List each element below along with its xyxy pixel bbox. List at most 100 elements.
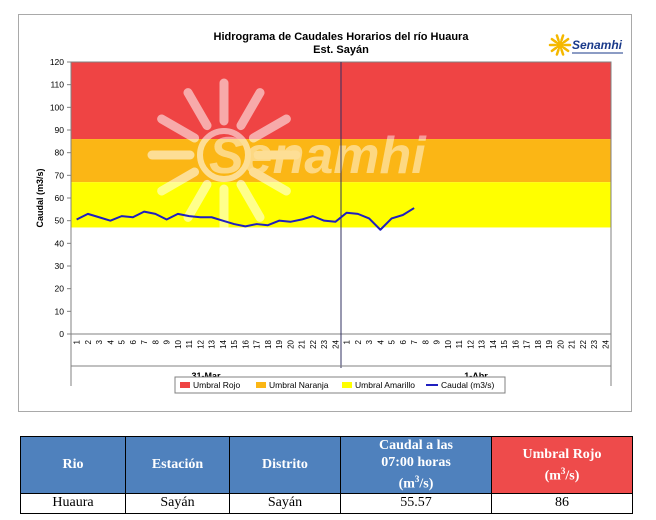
legend-swatch-umbral-rojo (180, 382, 190, 388)
logo-text: Senamhi (572, 38, 623, 52)
logo-sun-ray (560, 48, 565, 56)
cell-rio: Huaura (20, 492, 126, 514)
x-tick-label: 2 (84, 339, 93, 344)
header-estacion: Estación (125, 436, 230, 494)
day-label: 31-Mar (191, 371, 221, 381)
x-tick-label: 15 (500, 339, 509, 348)
x-tick-label: 24 (331, 339, 340, 348)
x-tick-label: 8 (421, 339, 430, 344)
legend-label-umbral-rojo: Umbral Rojo (193, 380, 241, 390)
logo-sun-core (556, 41, 564, 49)
x-tick-label: 22 (309, 339, 318, 348)
watermark-ray (183, 88, 212, 131)
header-umbral-line1: Umbral Rojo (522, 446, 602, 462)
cell-estacion: Sayán (125, 492, 230, 514)
hydrograph-chart: Senamhi0102030405060708090100110120Cauda… (35, 31, 623, 394)
table-row: Huaura Sayán Sayán 55.57 86 (20, 492, 633, 514)
x-tick-label: 5 (118, 339, 127, 344)
watermark-ray (236, 88, 265, 131)
y-tick-label: 10 (55, 306, 65, 316)
legend-label-umbral-amarillo: Umbral Amarillo (355, 380, 415, 390)
watermark-ray (157, 114, 200, 143)
header-distrito: Distrito (229, 436, 341, 494)
x-tick-label: 12 (196, 339, 205, 348)
watermark-sun (197, 128, 251, 182)
x-tick-label: 11 (185, 339, 194, 348)
x-tick-label: 3 (365, 339, 374, 344)
watermark-text: Senamhi (209, 127, 427, 185)
x-tick-label: 18 (534, 339, 543, 348)
y-tick-label: 120 (50, 57, 64, 67)
logo-sun-ray (560, 34, 565, 42)
day-label: 1-Abr (464, 371, 488, 381)
x-tick-label: 10 (444, 339, 453, 348)
x-tick-label: 4 (376, 339, 385, 344)
legend-swatch-umbral-amarillo (342, 382, 352, 388)
y-tick-label: 0 (59, 329, 64, 339)
x-tick-label: 22 (579, 339, 588, 348)
watermark-ray (157, 167, 200, 196)
x-tick-label: 3 (95, 339, 104, 344)
y-tick-label: 110 (50, 80, 64, 90)
watermark-ray (236, 179, 265, 222)
chart-subtitle: Est. Sayán (313, 44, 369, 56)
x-tick-label: 9 (433, 339, 442, 344)
legend-box (174, 376, 506, 394)
x-tick-label: 1 (343, 339, 352, 344)
caudal-series-line (76, 207, 415, 231)
x-tick-label: 6 (129, 339, 138, 344)
x-tick-label: 1 (73, 339, 82, 344)
x-tick-label: 14 (219, 339, 228, 348)
y-tick-label: 100 (50, 102, 64, 112)
logo-sun-ray (562, 37, 570, 44)
x-tick-label: 2 (354, 339, 363, 344)
x-tick-label: 9 (163, 339, 172, 344)
logo-sun-ray (562, 46, 570, 53)
x-tick-label: 7 (140, 339, 149, 344)
x-tick-label: 6 (399, 339, 408, 344)
logo-sun-ray (555, 34, 560, 42)
x-tick-label: 11 (455, 339, 464, 348)
y-tick-label: 40 (55, 238, 65, 248)
x-tick-label: 19 (275, 339, 284, 348)
y-tick-label: 60 (55, 193, 65, 203)
x-tick-label: 20 (286, 339, 295, 348)
y-tick-label: 90 (55, 125, 65, 135)
watermark-ray (183, 179, 212, 222)
x-tick-label: 7 (410, 339, 419, 344)
x-tick-label: 12 (466, 339, 475, 348)
y-tick-label: 50 (55, 216, 65, 226)
x-tick-label: 23 (320, 339, 329, 348)
header-umbral-rojo: Umbral Rojo (m3/s) (491, 436, 633, 494)
watermark-ray (248, 167, 291, 196)
x-tick-label: 4 (106, 339, 115, 344)
table-header-row: Rio Estación Distrito Caudal a las 07:00… (20, 436, 633, 494)
logo-sun-ray (550, 37, 558, 44)
x-tick-label: 20 (556, 339, 565, 348)
y-tick-label: 30 (55, 261, 65, 271)
chart-frame: Senamhi 0 10 20 30 40 50 60 70 80 90 100 110 120 Cauda… (18, 14, 632, 412)
header-umbral-unit: (m3/s) (544, 465, 580, 484)
logo-sun-ray (555, 48, 560, 56)
header-caudal-line2: 07:00 horas (381, 455, 451, 470)
x-tick-label: 14 (489, 339, 498, 348)
x-tick-label: 21 (568, 339, 577, 348)
watermark-ray (248, 114, 291, 143)
x-tick-label: 15 (230, 339, 239, 348)
x-tick-label: 17 (523, 339, 532, 348)
cell-caudal: 55.57 (340, 492, 492, 514)
x-tick-label: 5 (388, 339, 397, 344)
x-tick-label: 8 (151, 339, 160, 344)
header-rio: Rio (20, 436, 126, 494)
x-tick-label: 17 (253, 339, 262, 348)
cell-umbral: 86 (491, 492, 633, 514)
chart-title: Hidrograma de Caudales Horarios del río … (214, 31, 470, 43)
header-caudal-line1: Caudal a las (379, 438, 453, 453)
cell-distrito: Sayán (229, 492, 341, 514)
y-tick-label: 20 (55, 284, 65, 294)
legend-swatch-umbral-naranja (256, 382, 266, 388)
x-tick-label: 16 (241, 339, 250, 348)
station-table: Rio Estación Distrito Caudal a las 07:00… (20, 436, 633, 514)
legend-label-umbral-naranja: Umbral Naranja (269, 380, 329, 390)
watermark-logo: Senamhi (147, 78, 427, 232)
